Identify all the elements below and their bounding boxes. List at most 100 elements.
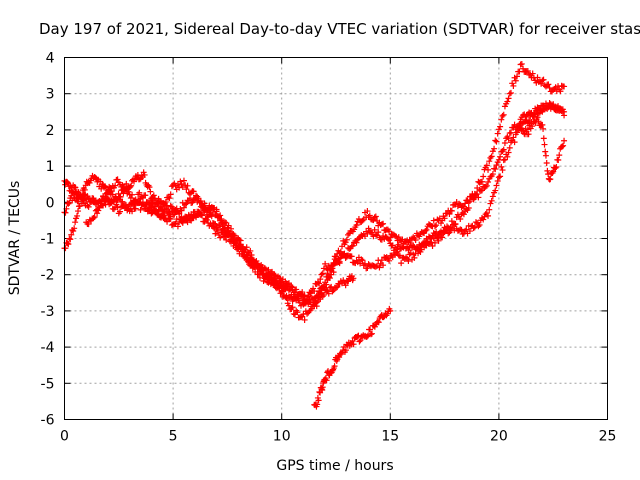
data-point bbox=[372, 213, 379, 220]
data-point bbox=[343, 253, 350, 260]
data-point bbox=[494, 177, 501, 184]
data-point bbox=[328, 283, 335, 290]
data-point bbox=[395, 234, 402, 241]
data-point bbox=[182, 201, 189, 208]
data-point bbox=[482, 183, 489, 190]
y-tick-label: 3 bbox=[46, 87, 55, 103]
data-point bbox=[505, 149, 512, 156]
data-point bbox=[493, 138, 500, 145]
data-point bbox=[545, 81, 552, 88]
data-point bbox=[487, 200, 494, 207]
data-point bbox=[380, 220, 387, 227]
data-point bbox=[213, 226, 220, 233]
data-point bbox=[112, 182, 119, 189]
data-point bbox=[217, 212, 224, 219]
data-point bbox=[289, 304, 296, 311]
data-point bbox=[395, 252, 402, 259]
data-point bbox=[370, 217, 377, 224]
data-point bbox=[536, 109, 543, 116]
data-point bbox=[174, 223, 181, 230]
data-point bbox=[171, 221, 178, 228]
data-point bbox=[214, 228, 221, 235]
data-point bbox=[366, 212, 373, 219]
x-tick-label: 25 bbox=[599, 429, 617, 445]
data-point bbox=[342, 347, 349, 354]
data-point bbox=[335, 259, 342, 266]
data-point bbox=[74, 212, 81, 219]
data-point bbox=[367, 331, 374, 338]
data-point bbox=[183, 186, 190, 193]
data-point bbox=[480, 173, 487, 180]
data-point bbox=[472, 219, 479, 226]
data-point bbox=[398, 260, 405, 267]
data-point bbox=[104, 188, 111, 195]
data-point bbox=[368, 330, 375, 337]
data-point bbox=[314, 401, 321, 408]
data-point bbox=[465, 205, 472, 212]
data-point bbox=[505, 95, 512, 102]
data-point bbox=[350, 341, 357, 348]
data-point bbox=[386, 228, 393, 235]
data-point bbox=[199, 212, 206, 219]
data-point bbox=[94, 210, 101, 217]
data-point bbox=[492, 166, 499, 173]
data-point bbox=[499, 167, 506, 174]
data-point bbox=[538, 80, 545, 87]
data-point bbox=[561, 137, 568, 144]
data-point bbox=[213, 208, 220, 215]
data-point bbox=[504, 98, 511, 105]
data-point bbox=[114, 196, 121, 203]
y-tick-label: 2 bbox=[46, 123, 55, 139]
data-point bbox=[542, 148, 549, 155]
data-point bbox=[318, 291, 325, 298]
data-point bbox=[486, 206, 493, 213]
data-point bbox=[534, 74, 541, 81]
data-point bbox=[301, 292, 308, 299]
data-point bbox=[479, 187, 486, 194]
data-point bbox=[326, 275, 333, 282]
grid-lines bbox=[64, 57, 608, 420]
data-point bbox=[375, 229, 382, 236]
data-point bbox=[64, 240, 71, 247]
data-point bbox=[371, 214, 378, 221]
data-point bbox=[184, 182, 191, 189]
data-point bbox=[470, 195, 477, 202]
data-point bbox=[343, 236, 350, 243]
data-point bbox=[534, 114, 541, 121]
data-point bbox=[456, 200, 463, 207]
data-point bbox=[428, 235, 435, 242]
data-point bbox=[97, 202, 104, 209]
data-point bbox=[95, 207, 102, 214]
data-point bbox=[178, 180, 185, 187]
data-point bbox=[410, 242, 417, 249]
data-point bbox=[424, 238, 431, 245]
data-point bbox=[495, 126, 502, 133]
data-point bbox=[125, 205, 132, 212]
data-point bbox=[492, 187, 499, 194]
data-point bbox=[555, 157, 562, 164]
y-tick-label: 1 bbox=[46, 159, 55, 175]
data-point bbox=[463, 226, 470, 233]
data-point bbox=[487, 154, 494, 161]
data-point bbox=[113, 201, 120, 208]
data-point bbox=[218, 215, 225, 222]
data-point bbox=[452, 220, 459, 227]
data-point bbox=[62, 245, 69, 252]
data-point bbox=[500, 146, 507, 153]
data-point bbox=[67, 236, 74, 243]
data-point bbox=[486, 158, 493, 165]
data-point bbox=[472, 191, 479, 198]
data-point bbox=[65, 241, 72, 248]
data-point bbox=[176, 184, 183, 191]
data-point bbox=[208, 213, 215, 220]
data-point bbox=[225, 222, 232, 229]
data-point bbox=[114, 176, 121, 183]
data-point bbox=[462, 200, 469, 207]
data-point bbox=[189, 215, 196, 222]
data-point bbox=[231, 232, 238, 239]
data-point bbox=[85, 203, 92, 210]
data-point bbox=[376, 264, 383, 271]
data-point bbox=[301, 316, 308, 323]
data-point bbox=[421, 239, 428, 246]
data-point bbox=[501, 140, 508, 147]
